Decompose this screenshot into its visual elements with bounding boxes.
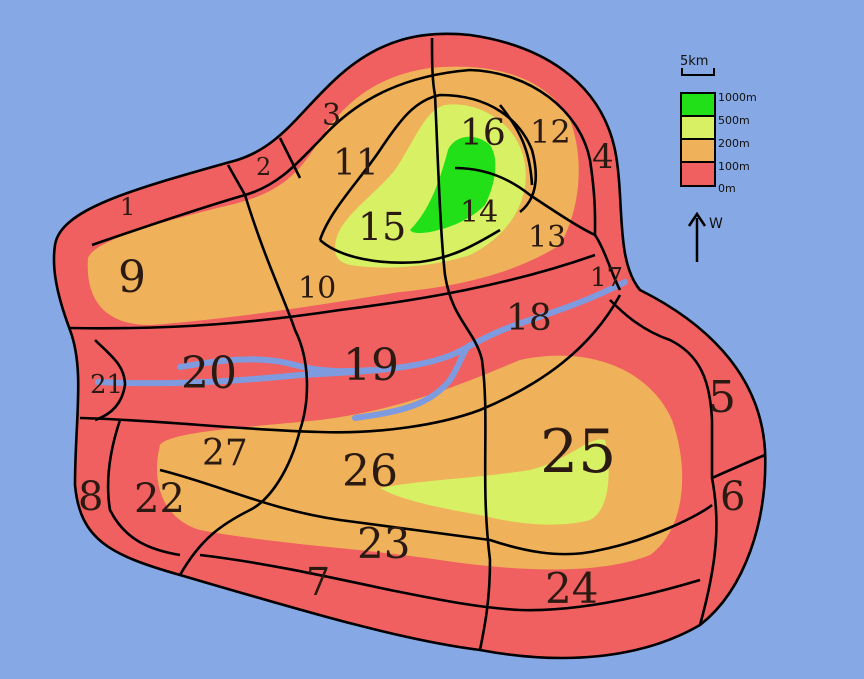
- region-label: 26: [342, 446, 398, 497]
- region-label: 18: [506, 298, 552, 339]
- region-label: 14: [460, 195, 498, 230]
- region-borders: [52, 32, 767, 660]
- region-label: 16: [460, 113, 506, 154]
- region-label: 5: [708, 372, 736, 423]
- region-label: 9: [118, 252, 146, 303]
- scale-bar: [681, 68, 715, 76]
- region-label: 15: [358, 205, 406, 249]
- compass-letter: W: [709, 216, 723, 232]
- region-label: 6: [720, 474, 745, 520]
- region-label: 3: [322, 98, 341, 133]
- region-label: 4: [592, 137, 614, 177]
- legend-label: 0m: [718, 182, 736, 195]
- region-label: 11: [333, 143, 379, 184]
- region-label: 21: [90, 370, 123, 400]
- legend-swatch-500m: [680, 115, 716, 140]
- region-label: 24: [545, 564, 598, 613]
- region-label: 13: [528, 220, 566, 255]
- river: [95, 279, 628, 421]
- region-label: 20: [181, 348, 237, 399]
- region-label: 23: [357, 519, 410, 568]
- region-label: 2: [256, 153, 271, 181]
- arrow-up-icon: [687, 211, 707, 262]
- legend-swatch-200m: [680, 138, 716, 163]
- region-label: 19: [343, 340, 399, 391]
- legend-swatch-1000m: [680, 92, 716, 117]
- region-label: 17: [590, 263, 623, 293]
- legend: 5km 1000m 500m 200m 100m 0m W: [680, 54, 757, 262]
- legend-label: 500m: [718, 114, 750, 127]
- scale-label: 5km: [680, 54, 708, 69]
- band-1000m: [410, 136, 496, 234]
- region-label: 7: [306, 560, 330, 604]
- legend-label: 100m: [718, 160, 750, 173]
- region-label: 8: [78, 474, 103, 520]
- region-label: 10: [298, 271, 336, 306]
- region-labels: 1 2 3 4 5 6 7 8 9 10 11 12 13 14 15 16 1…: [78, 98, 745, 613]
- region-label: 25: [540, 417, 616, 487]
- region-label: 1: [120, 193, 135, 221]
- legend-label: 200m: [718, 137, 750, 150]
- legend-swatch-100m: [680, 161, 716, 187]
- band-200m-south: [380, 439, 609, 525]
- region-label: 27: [202, 433, 248, 474]
- region-label: 22: [134, 476, 185, 522]
- region-label: 12: [530, 113, 571, 151]
- legend-label: 1000m: [718, 91, 757, 104]
